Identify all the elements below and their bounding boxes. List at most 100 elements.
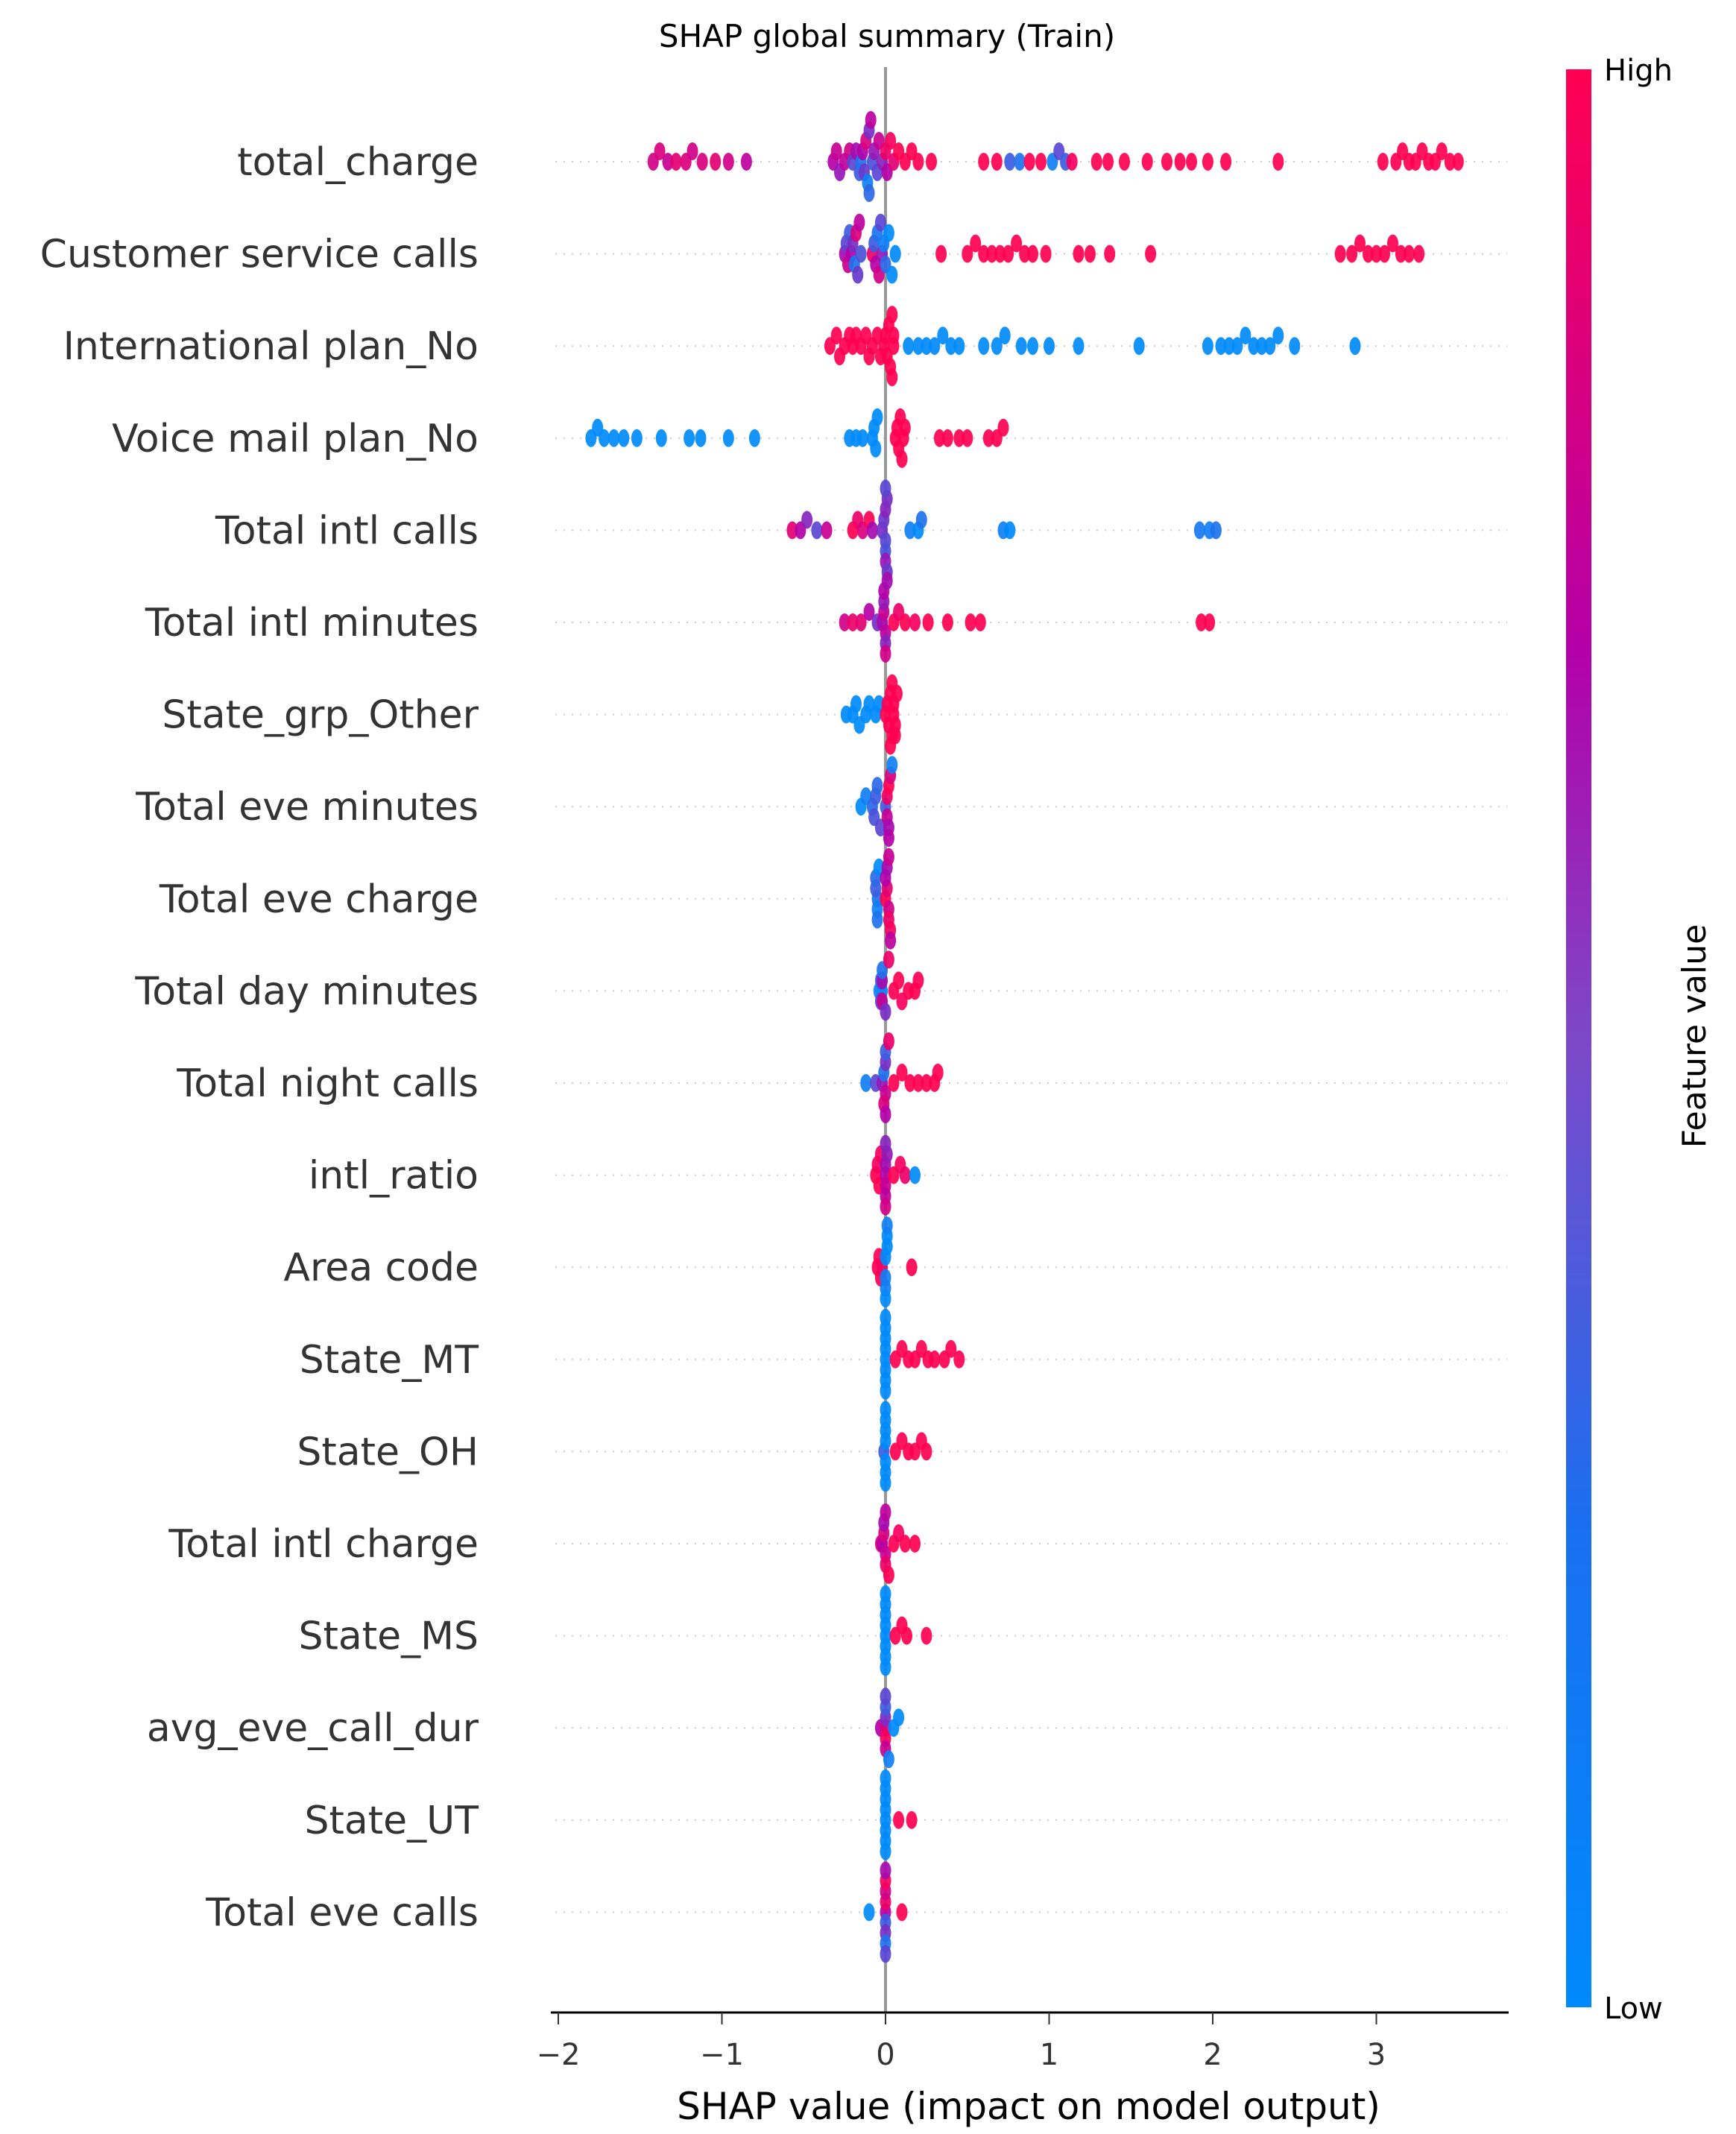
shap-point bbox=[740, 153, 752, 171]
shap-point bbox=[880, 1197, 891, 1216]
shap-point bbox=[1215, 337, 1227, 356]
shap-point bbox=[1403, 244, 1415, 263]
shap-point bbox=[880, 645, 891, 663]
shap-point bbox=[860, 1074, 872, 1092]
shap-point bbox=[941, 429, 953, 447]
colorbar-high-label: High bbox=[1604, 54, 1673, 88]
shap-point bbox=[1387, 234, 1398, 253]
shap-point bbox=[881, 572, 893, 590]
x-axis-label: SHAP value (impact on model output) bbox=[677, 2085, 1380, 2128]
feature-label: Total intl minutes bbox=[145, 601, 479, 645]
shap-point bbox=[1202, 337, 1213, 356]
shap-point bbox=[922, 613, 934, 631]
shap-point bbox=[904, 521, 916, 540]
feature-label: avg_eve_call_dur bbox=[147, 1706, 479, 1751]
feature-label: Voice mail plan_No bbox=[112, 417, 479, 461]
shap-point bbox=[921, 1074, 932, 1092]
shap-point bbox=[886, 265, 898, 284]
shap-point bbox=[909, 613, 921, 631]
x-tick-label: 0 bbox=[876, 2038, 894, 2072]
shap-point bbox=[871, 777, 883, 795]
shap-point bbox=[899, 418, 911, 437]
shap-point bbox=[880, 1861, 891, 1880]
shap-point bbox=[880, 1842, 891, 1860]
shap-point bbox=[912, 1074, 924, 1092]
shap-point bbox=[1452, 153, 1464, 171]
shap-point bbox=[1413, 244, 1425, 263]
shap-point bbox=[893, 1811, 905, 1829]
shap-point bbox=[856, 429, 868, 447]
shap-point bbox=[1272, 326, 1284, 345]
shap-point bbox=[926, 153, 937, 171]
shap-point bbox=[1349, 337, 1361, 356]
x-ticks: −2 −1 0 1 2 3 bbox=[537, 2013, 1386, 2072]
shap-point bbox=[889, 726, 901, 745]
shap-point bbox=[863, 603, 875, 621]
shap-point bbox=[883, 1750, 894, 1769]
shap-point bbox=[748, 429, 760, 447]
shap-point bbox=[1202, 153, 1213, 171]
shap-point bbox=[874, 213, 886, 232]
shap-point bbox=[962, 429, 973, 447]
shap-point bbox=[921, 1626, 932, 1645]
shap-point bbox=[883, 847, 894, 866]
shap-point bbox=[889, 244, 901, 263]
shap-point bbox=[906, 1811, 918, 1829]
shap-point bbox=[886, 368, 898, 387]
shap-point bbox=[912, 971, 924, 990]
shap-point bbox=[1145, 244, 1157, 263]
shap-point bbox=[618, 429, 630, 447]
points-layer bbox=[585, 111, 1464, 1963]
shap-point bbox=[953, 1350, 965, 1369]
shap-point bbox=[1133, 337, 1145, 356]
shap-point bbox=[991, 337, 1003, 356]
colorbar-low-label: Low bbox=[1604, 1992, 1663, 2026]
shap-point bbox=[1174, 153, 1186, 171]
shap-point bbox=[662, 153, 674, 171]
shap-point bbox=[935, 244, 947, 263]
shap-point bbox=[871, 910, 883, 929]
shap-point bbox=[855, 244, 867, 263]
shap-point bbox=[1119, 153, 1130, 171]
shap-point bbox=[866, 521, 878, 540]
shap-point bbox=[997, 418, 1009, 437]
feature-label: intl_ratio bbox=[309, 1154, 479, 1199]
shap-point bbox=[1073, 244, 1085, 263]
row-guides bbox=[555, 161, 1507, 1913]
feature-label: Total day minutes bbox=[134, 969, 479, 1014]
shap-point bbox=[1015, 337, 1027, 356]
shap-point bbox=[880, 1688, 891, 1706]
shap-point bbox=[1272, 153, 1284, 171]
shap-point bbox=[850, 695, 862, 713]
shap-point bbox=[863, 1903, 875, 1922]
shap-point bbox=[1379, 244, 1390, 263]
shap-point bbox=[1084, 244, 1096, 263]
shap-point bbox=[865, 111, 877, 129]
shap-point bbox=[941, 613, 953, 631]
shap-point bbox=[1090, 153, 1102, 171]
shap-point bbox=[909, 1166, 921, 1184]
shap-point bbox=[722, 429, 734, 447]
shap-point bbox=[880, 1503, 891, 1521]
feature-label: Total night calls bbox=[176, 1061, 479, 1106]
shap-point bbox=[912, 153, 924, 171]
shap-point bbox=[880, 1401, 891, 1419]
shap-point bbox=[654, 142, 666, 160]
shap-point bbox=[830, 326, 842, 345]
shap-point bbox=[670, 153, 682, 171]
shap-point bbox=[853, 213, 865, 232]
feature-label: State_MS bbox=[298, 1614, 479, 1659]
shap-point bbox=[1248, 337, 1260, 356]
shap-point bbox=[695, 429, 707, 447]
shap-point bbox=[883, 224, 894, 242]
feature-label: Total intl calls bbox=[215, 508, 479, 553]
shap-point bbox=[937, 326, 949, 345]
shap-point bbox=[801, 511, 813, 529]
shap-point bbox=[1161, 153, 1172, 171]
shap-point bbox=[929, 1350, 941, 1369]
shap-point bbox=[896, 1903, 908, 1922]
shap-point bbox=[883, 1566, 894, 1584]
shap-point bbox=[880, 1945, 891, 1963]
shap-point bbox=[978, 153, 990, 171]
